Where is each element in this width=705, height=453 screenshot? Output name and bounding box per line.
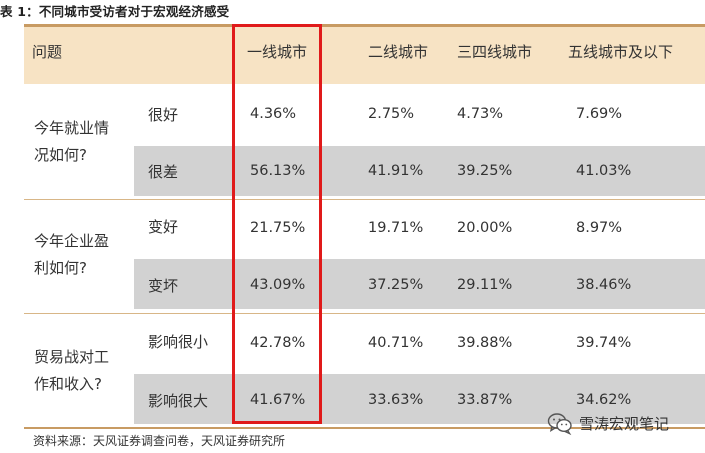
table-cell: 33.87% — [457, 392, 513, 408]
question-trade-war: 贸易战对工 作和收入? — [34, 344, 144, 398]
wechat-icon — [547, 413, 572, 436]
table-cell: 21.75% — [250, 220, 306, 236]
row-shade — [134, 374, 705, 424]
row-label: 变坏 — [148, 277, 179, 295]
row-label: 很差 — [148, 163, 179, 181]
header-tier34: 三四线城市 — [457, 43, 533, 61]
table-cell: 40.71% — [368, 335, 424, 351]
question-line: 今年企业盈 — [34, 232, 110, 250]
table-cell: 37.25% — [368, 277, 424, 293]
table-cell: 42.78% — [250, 335, 306, 351]
table-caption: 表 1：不同城市受访者对于宏观经济感受 — [0, 4, 230, 19]
table-cell: 2.75% — [368, 106, 415, 122]
row-shade — [134, 146, 705, 196]
row-label: 影响很大 — [148, 392, 209, 410]
table-cell: 41.67% — [250, 392, 306, 408]
tier1-highlight-box — [232, 24, 322, 424]
question-line: 况如何? — [34, 146, 87, 164]
table-cell: 39.25% — [457, 163, 513, 179]
table-cell: 20.00% — [457, 220, 513, 236]
question-line: 利如何? — [34, 259, 87, 277]
question-line: 作和收入? — [34, 375, 102, 393]
source-note: 资料来源：天风证券调查问卷，天风证券研究所 — [33, 434, 286, 448]
table-cell: 29.11% — [457, 277, 513, 293]
table-cell: 56.13% — [250, 163, 306, 179]
top-rule — [24, 24, 705, 27]
survey-table: 问题 一线城市 二线城市 三四线城市 五线城市及以下 今年就业情 况如何? 很好… — [24, 24, 705, 430]
table-cell: 4.73% — [457, 106, 504, 122]
group-divider — [24, 199, 705, 200]
table-cell: 41.03% — [576, 163, 632, 179]
table-cell: 38.46% — [576, 277, 632, 293]
table-cell: 7.69% — [576, 106, 623, 122]
bottom-rule — [24, 427, 705, 429]
table-cell: 43.09% — [250, 277, 306, 293]
table-cell: 39.74% — [576, 335, 632, 351]
table-cell: 41.91% — [368, 163, 424, 179]
header-tier1: 一线城市 — [247, 43, 308, 61]
table-cell: 34.62% — [576, 392, 632, 408]
row-label: 很好 — [148, 106, 179, 124]
table-cell: 19.71% — [368, 220, 424, 236]
row-shade — [134, 259, 705, 309]
row-label: 变好 — [148, 218, 179, 236]
group-divider — [24, 313, 705, 314]
table-cell: 33.63% — [368, 392, 424, 408]
watermark-text: 雪涛宏观笔记 — [579, 414, 670, 433]
question-line: 今年就业情 — [34, 119, 110, 137]
header-tier2: 二线城市 — [368, 43, 429, 61]
question-line: 贸易战对工 — [34, 348, 110, 366]
table-cell: 39.88% — [457, 335, 513, 351]
question-employment: 今年就业情 况如何? — [34, 115, 144, 169]
table-cell: 8.97% — [576, 220, 623, 236]
header-question: 问题 — [32, 43, 63, 61]
question-profit: 今年企业盈 利如何? — [34, 228, 144, 282]
row-label: 影响很小 — [148, 333, 209, 351]
watermark: 雪涛宏观笔记 — [547, 410, 669, 436]
header-tier5: 五线城市及以下 — [568, 43, 674, 61]
table-header: 问题 一线城市 二线城市 三四线城市 五线城市及以下 — [24, 24, 705, 84]
table-cell: 4.36% — [250, 106, 297, 122]
